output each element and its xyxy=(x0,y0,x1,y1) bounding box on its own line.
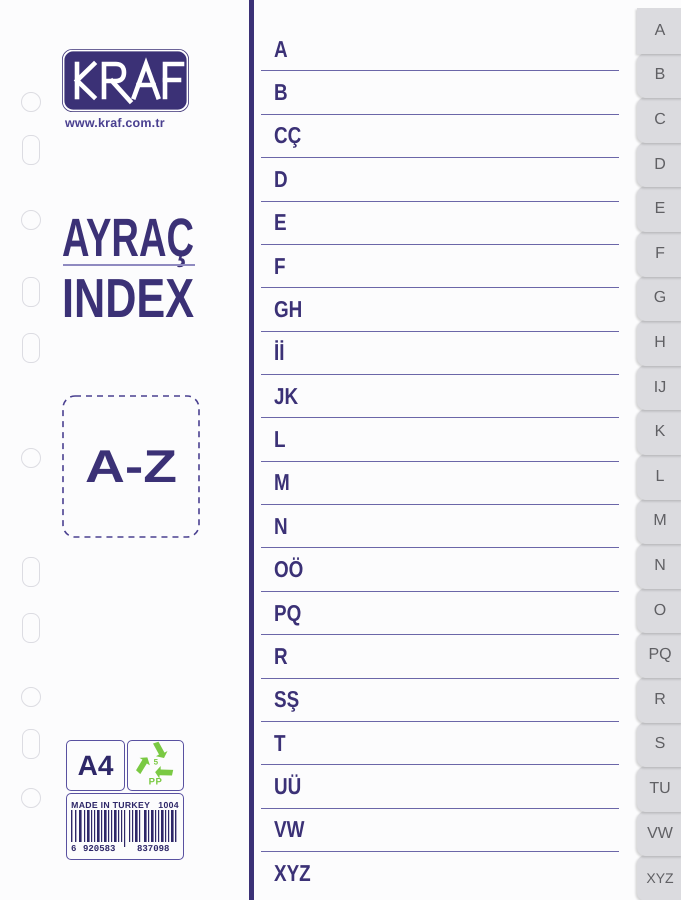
svg-text:5: 5 xyxy=(154,758,159,767)
svg-text:837098: 837098 xyxy=(137,844,169,852)
svg-text:920583: 920583 xyxy=(83,844,115,852)
svg-text:AYRAÇ: AYRAÇ xyxy=(62,208,194,268)
svg-text:PP: PP xyxy=(149,777,163,788)
svg-text:INDEX: INDEX xyxy=(62,269,194,329)
svg-text:A-Z: A-Z xyxy=(85,440,177,492)
svg-text:6: 6 xyxy=(71,844,76,852)
